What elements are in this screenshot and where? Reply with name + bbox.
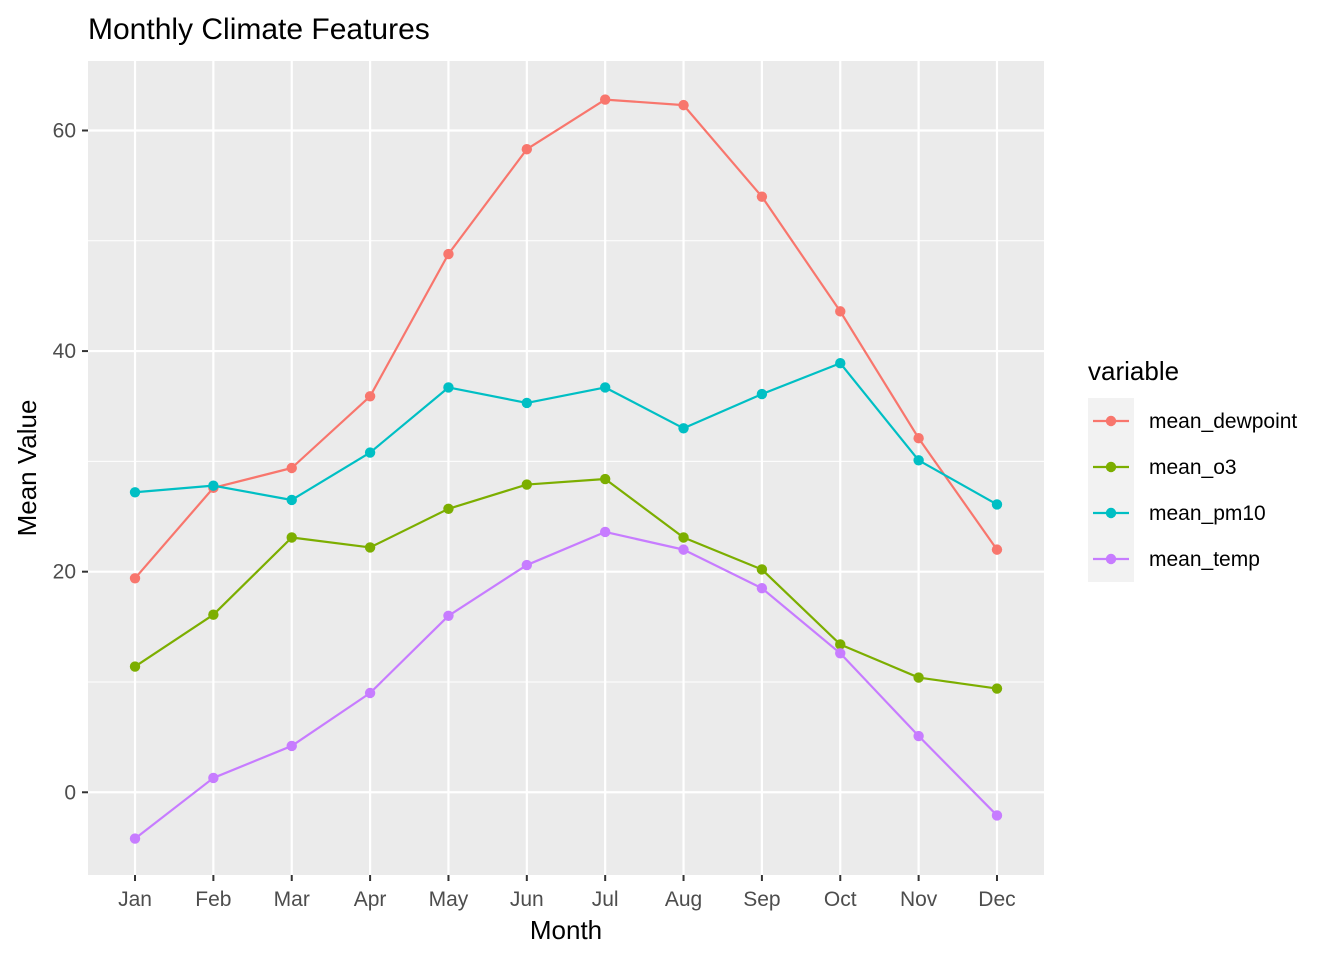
x-tick-label: Dec	[978, 888, 1015, 911]
data-point-mean_pm10	[678, 423, 689, 434]
x-tick-label: May	[429, 888, 469, 911]
data-point-mean_dewpoint	[443, 248, 454, 260]
data-point-mean_o3	[991, 683, 1003, 694]
x-axis: Jan Feb Mar Apr May Jun Jul Aug Sep Oct Nov Dec	[118, 875, 1016, 911]
x-tick-label: Nov	[900, 888, 938, 911]
data-point-mean_pm10	[443, 382, 454, 393]
y-axis: 0 20 40 60	[53, 119, 88, 804]
legend-key-point	[1105, 461, 1117, 473]
series-line-mean_temp	[134, 530, 998, 840]
data-point-mean_pm10	[991, 499, 1003, 510]
x-tick-label: Aug	[665, 888, 702, 911]
chart-title: Monthly Climate Features	[88, 13, 430, 46]
legend-label-mean_dewpoint: mean_dewpoint	[1149, 410, 1297, 433]
data-point-mean_pm10	[835, 358, 846, 369]
series-line-mean_o3	[134, 477, 998, 690]
data-point-mean_temp	[835, 648, 846, 659]
data-point-mean_dewpoint	[991, 544, 1003, 555]
data-point-mean_pm10	[129, 487, 141, 498]
data-point-mean_temp	[756, 583, 768, 594]
x-tick-label: Mar	[274, 888, 310, 911]
x-tick-label: Jan	[118, 888, 152, 911]
data-point-mean_dewpoint	[835, 306, 846, 317]
x-tick-label: Apr	[354, 888, 387, 911]
series-line-mean_dewpoint	[134, 98, 998, 580]
data-point-mean_o3	[443, 503, 454, 515]
data-point-mean_o3	[678, 532, 689, 543]
legend-label-mean_o3: mean_o3	[1149, 456, 1237, 479]
data-point-mean_o3	[208, 609, 219, 620]
x-tick-label: Oct	[824, 888, 857, 911]
legend-label-mean_temp: mean_temp	[1149, 548, 1260, 571]
y-tick-label: 40	[53, 340, 76, 363]
y-tick-label: 60	[53, 119, 76, 142]
data-point-mean_o3	[364, 542, 376, 553]
legend-label-mean_pm10: mean_pm10	[1149, 502, 1266, 525]
x-axis-title: Month	[530, 915, 602, 945]
data-point-mean_pm10	[521, 397, 533, 409]
data-point-mean_temp	[286, 740, 297, 752]
data-point-mean_dewpoint	[364, 391, 376, 402]
data-point-mean_pm10	[208, 480, 219, 491]
series-line-mean_pm10	[134, 362, 998, 506]
y-tick-label: 20	[53, 561, 76, 584]
data-point-mean_temp	[991, 810, 1003, 821]
data-point-mean_temp	[208, 772, 219, 784]
data-point-mean_dewpoint	[521, 144, 533, 155]
data-point-mean_temp	[678, 544, 689, 555]
data-point-mean_dewpoint	[129, 573, 141, 584]
data-point-mean_temp	[913, 730, 924, 742]
major-gridlines	[88, 61, 1044, 875]
data-point-mean_dewpoint	[913, 433, 924, 444]
data-point-mean_o3	[913, 672, 924, 683]
data-point-mean_pm10	[286, 494, 297, 506]
legend-title: variable	[1088, 356, 1179, 386]
legend-key-point	[1105, 415, 1117, 427]
y-tick-label: 0	[64, 781, 76, 804]
data-point-mean_o3	[835, 639, 846, 650]
data-point-mean_dewpoint	[599, 94, 611, 105]
minor-gridlines	[88, 240, 1044, 683]
data-point-mean_temp	[364, 687, 376, 699]
plot-panel	[88, 61, 1044, 875]
data-point-mean_o3	[286, 532, 297, 543]
legend-key-point	[1105, 507, 1117, 519]
data-point-mean_o3	[756, 564, 768, 575]
legend-key-point	[1105, 553, 1117, 565]
series-layer	[129, 94, 1003, 844]
data-point-mean_dewpoint	[678, 99, 689, 111]
y-axis-title: Mean Value	[12, 400, 42, 537]
x-tick-label: Feb	[195, 888, 231, 911]
legend-key-background	[1088, 398, 1134, 582]
data-point-mean_temp	[599, 526, 611, 538]
data-point-mean_temp	[129, 833, 141, 844]
data-point-mean_temp	[521, 559, 533, 571]
legend-items: mean_dewpoint mean_o3 mean_pm10 mean_temp	[1093, 410, 1297, 571]
data-point-mean_dewpoint	[756, 191, 768, 202]
data-point-mean_pm10	[364, 447, 376, 458]
data-point-mean_o3	[129, 661, 141, 672]
data-point-mean_o3	[521, 479, 533, 490]
x-tick-label: Jun	[510, 888, 544, 911]
data-point-mean_temp	[443, 610, 454, 621]
data-point-mean_o3	[599, 473, 611, 485]
data-point-mean_dewpoint	[286, 462, 297, 474]
x-tick-label: Jul	[592, 888, 619, 911]
x-tick-label: Sep	[743, 888, 780, 911]
data-point-mean_pm10	[599, 382, 611, 393]
data-point-mean_pm10	[756, 388, 768, 400]
data-point-mean_pm10	[913, 455, 924, 466]
legend: variable mean_dewpointmean_o3mean_pm10me…	[1088, 356, 1297, 582]
